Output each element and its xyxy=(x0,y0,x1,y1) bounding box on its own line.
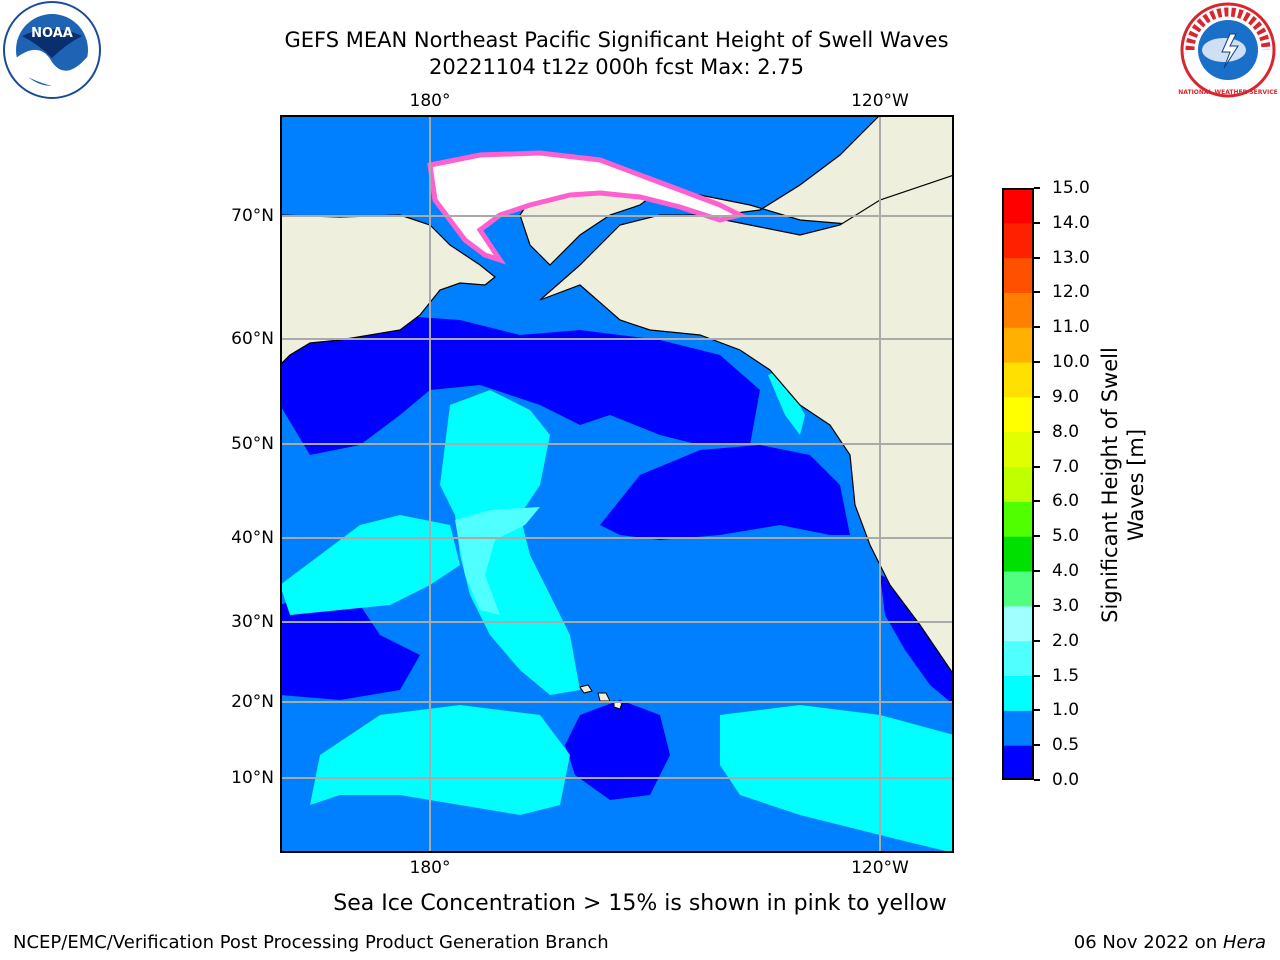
colorbar-tick-mark xyxy=(1034,221,1040,224)
colorbar-tick-label: 8.0 xyxy=(1052,421,1080,442)
colorbar-tick-mark xyxy=(1034,430,1040,433)
colorbar-tick-mark xyxy=(1034,639,1040,642)
colorbar-tick-mark xyxy=(1034,570,1040,573)
colorbar-segment xyxy=(1002,675,1034,711)
colorbar-segment xyxy=(1002,327,1034,363)
colorbar-segment xyxy=(1002,222,1034,259)
colorbar-tick-mark xyxy=(1034,500,1040,503)
colorbar xyxy=(1002,188,1034,781)
colorbar-tick-label: 7.0 xyxy=(1052,456,1080,477)
lon-label-bottom-180: 180° xyxy=(409,858,451,878)
colorbar-tick-mark xyxy=(1034,535,1040,538)
nws-logo-text: NATIONAL WEATHER SERVICE xyxy=(1178,89,1277,96)
lon-label-bottom-120w: 120°W xyxy=(851,858,909,878)
colorbar-tick-mark xyxy=(1034,604,1040,607)
colorbar-tick-label: 1.5 xyxy=(1052,665,1080,686)
colorbar-segment xyxy=(1002,257,1034,293)
colorbar-label: Significant Height of Swell Waves [m] xyxy=(1098,347,1148,623)
colorbar-tick-mark xyxy=(1034,744,1040,747)
colorbar-segment xyxy=(1002,745,1034,781)
colorbar-tick-label: 15.0 xyxy=(1052,178,1090,198)
swell-region-mid-southwest xyxy=(310,705,570,815)
colorbar-tick-label: 6.0 xyxy=(1052,491,1080,512)
swell-region-high-streak xyxy=(455,507,540,615)
colorbar-tick-label: 5.0 xyxy=(1052,526,1080,547)
colorbar-segment xyxy=(1002,292,1034,328)
colorbar-tick-mark xyxy=(1034,709,1040,712)
swell-region-mid-west xyxy=(280,515,460,615)
footer-host: Hera xyxy=(1222,932,1266,953)
footer-credit: NCEP/EMC/Verification Post Processing Pr… xyxy=(13,932,609,953)
colorbar-tick-mark xyxy=(1034,361,1040,364)
colorbar-segment xyxy=(1002,640,1034,677)
lat-label-70n: 70°N xyxy=(231,206,274,226)
colorbar-tick-label: 2.0 xyxy=(1052,630,1080,651)
colorbar-tick-mark xyxy=(1034,395,1040,398)
map-panel xyxy=(280,115,954,853)
map-subtitle: 20221104 t12z 000h fcst Max: 2.75 xyxy=(429,55,804,79)
colorbar-tick-mark xyxy=(1034,674,1040,677)
colorbar-segment xyxy=(1002,431,1034,468)
colorbar-segment xyxy=(1002,536,1034,572)
lat-label-50n: 50°N xyxy=(231,434,274,454)
lon-label-top-180: 180° xyxy=(409,91,451,111)
colorbar-tick-label: 0.0 xyxy=(1052,770,1080,790)
colorbar-tick-mark xyxy=(1034,187,1040,189)
swell-region-mid-gulf xyxy=(768,370,805,435)
sea-ice-caption: Sea Ice Concentration > 15% is shown in … xyxy=(333,891,947,916)
colorbar-segment xyxy=(1002,466,1034,502)
colorbar-segment xyxy=(1002,501,1034,537)
colorbar-tick-label: 12.0 xyxy=(1052,282,1090,303)
colorbar-tick-mark xyxy=(1034,465,1040,468)
colorbar-tick-label: 10.0 xyxy=(1052,352,1090,373)
swell-height-map xyxy=(280,115,954,853)
lat-label-20n: 20°N xyxy=(231,692,274,712)
colorbar-segment xyxy=(1002,362,1034,398)
lon-label-top-120w: 120°W xyxy=(851,91,909,111)
noaa-logo-text: NOAA xyxy=(31,26,73,41)
swell-region-low-west xyxy=(280,590,420,700)
colorbar-tick-mark xyxy=(1034,291,1040,294)
colorbar-segment xyxy=(1002,188,1034,224)
colorbar-tick-label: 13.0 xyxy=(1052,247,1090,268)
footer-date: 06 Nov 2022 on Hera xyxy=(1074,932,1266,954)
colorbar-tick-label: 9.0 xyxy=(1052,386,1080,407)
lat-label-30n: 30°N xyxy=(231,612,274,632)
lat-label-60n: 60°N xyxy=(231,329,274,349)
colorbar-tick-label: 11.0 xyxy=(1052,317,1090,338)
footer-date-text: 06 Nov 2022 on xyxy=(1073,932,1223,953)
swell-region-low-north xyxy=(280,315,760,455)
swell-region-low-southeast xyxy=(880,575,954,705)
lat-label-40n: 40°N xyxy=(231,528,274,548)
swell-region-low-northeast xyxy=(600,445,850,540)
colorbar-segment xyxy=(1002,571,1034,607)
colorbar-segment xyxy=(1002,605,1034,642)
nws-logo: NATIONAL WEATHER SERVICE xyxy=(1178,0,1278,100)
noaa-logo: NOAA xyxy=(0,0,104,100)
colorbar-tick-label: 3.0 xyxy=(1052,595,1080,616)
map-title: GEFS MEAN Northeast Pacific Significant … xyxy=(284,28,949,52)
colorbar-tick-label: 14.0 xyxy=(1052,212,1090,233)
colorbar-segment xyxy=(1002,710,1034,746)
colorbar-tick-label: 4.0 xyxy=(1052,561,1080,582)
swell-region-low-southcentral xyxy=(565,700,670,800)
colorbar-frame xyxy=(1002,188,1034,780)
colorbar-tick-mark xyxy=(1034,256,1040,259)
map-frame xyxy=(280,115,954,853)
sea-ice-region xyxy=(427,150,748,265)
lat-label-10n: 10°N xyxy=(231,768,274,788)
colorbar-tick-mark xyxy=(1034,779,1040,781)
colorbar-tick-label: 0.5 xyxy=(1052,735,1080,756)
colorbar-tick-label: 1.0 xyxy=(1052,700,1080,721)
graticule xyxy=(280,115,954,853)
swell-region-mid-central xyxy=(440,390,580,695)
land-siberia xyxy=(280,214,496,366)
colorbar-segment xyxy=(1002,396,1034,433)
colorbar-tick-mark xyxy=(1034,326,1040,329)
